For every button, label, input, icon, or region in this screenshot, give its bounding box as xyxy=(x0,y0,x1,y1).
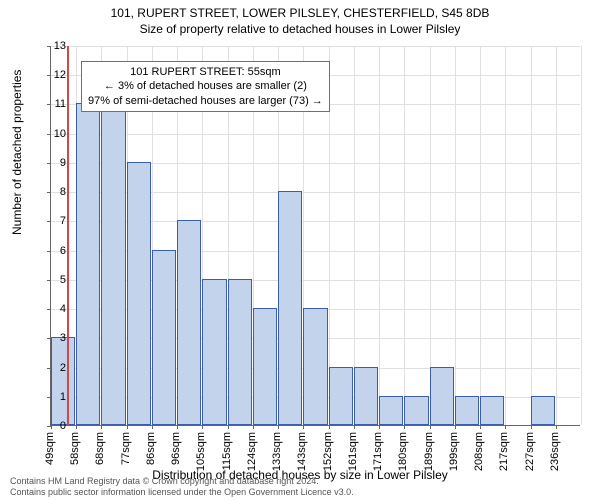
gridline-h xyxy=(51,134,580,135)
ytick-label: 12 xyxy=(42,69,66,81)
histogram-bar xyxy=(127,162,151,425)
xtick-mark xyxy=(430,425,431,429)
ytick-label: 11 xyxy=(42,98,66,110)
xtick-mark xyxy=(505,425,506,429)
histogram-bar xyxy=(101,103,125,425)
histogram-bar xyxy=(253,308,277,425)
page-title-address: 101, RUPERT STREET, LOWER PILSLEY, CHEST… xyxy=(0,6,600,20)
ytick-label: 1 xyxy=(42,391,66,403)
chart-container: 101 RUPERT STREET: 55sqm← 3% of detached… xyxy=(50,46,580,426)
histogram-bar xyxy=(303,308,327,425)
xtick-mark xyxy=(480,425,481,429)
xtick-mark xyxy=(152,425,153,429)
histogram-bar xyxy=(531,396,555,425)
footer-line2: Contains public sector information licen… xyxy=(10,487,354,498)
copyright-footer: Contains HM Land Registry data © Crown c… xyxy=(10,476,354,498)
xtick-label: 217sqm xyxy=(498,432,510,471)
xtick-label: 161sqm xyxy=(347,432,359,471)
histogram-bar xyxy=(152,250,176,425)
xtick-label: 180sqm xyxy=(397,432,409,471)
xtick-label: 199sqm xyxy=(448,432,460,471)
xtick-label: 49sqm xyxy=(44,432,56,465)
gridline-v xyxy=(581,46,582,425)
footer-line1: Contains HM Land Registry data © Crown c… xyxy=(10,476,354,487)
xtick-label: 124sqm xyxy=(246,432,258,471)
histogram-bar xyxy=(202,279,226,425)
xtick-label: 68sqm xyxy=(94,432,106,465)
gridline-v xyxy=(455,46,456,425)
gridline-v xyxy=(556,46,557,425)
ytick-label: 2 xyxy=(42,362,66,374)
xtick-mark xyxy=(177,425,178,429)
xtick-mark xyxy=(404,425,405,429)
xtick-mark xyxy=(556,425,557,429)
ytick-label: 4 xyxy=(42,303,66,315)
gridline-v xyxy=(379,46,380,425)
xtick-label: 189sqm xyxy=(423,432,435,471)
xtick-mark xyxy=(303,425,304,429)
histogram-bar xyxy=(76,103,100,425)
gridline-h xyxy=(51,46,580,47)
annotation-box: 101 RUPERT STREET: 55sqm← 3% of detached… xyxy=(81,61,330,112)
xtick-label: 236sqm xyxy=(549,432,561,471)
gridline-v xyxy=(505,46,506,425)
ytick-label: 0 xyxy=(42,420,66,432)
histogram-bar xyxy=(354,367,378,425)
xtick-label: 208sqm xyxy=(473,432,485,471)
page-title-subtitle: Size of property relative to detached ho… xyxy=(0,22,600,36)
annotation-line1: 101 RUPERT STREET: 55sqm xyxy=(88,65,323,79)
xtick-mark xyxy=(329,425,330,429)
xtick-label: 77sqm xyxy=(120,432,132,465)
property-marker-line xyxy=(67,46,69,425)
histogram-bar xyxy=(51,337,75,425)
histogram-bar xyxy=(480,396,504,425)
xtick-label: 152sqm xyxy=(322,432,334,471)
ytick-label: 10 xyxy=(42,128,66,140)
annotation-line2: ← 3% of detached houses are smaller (2) xyxy=(88,79,323,93)
y-axis-label: Number of detached properties xyxy=(10,70,24,235)
ytick-label: 6 xyxy=(42,245,66,257)
ytick-label: 7 xyxy=(42,215,66,227)
xtick-label: 227sqm xyxy=(524,432,536,471)
ytick-label: 8 xyxy=(42,186,66,198)
xtick-mark xyxy=(455,425,456,429)
gridline-v xyxy=(531,46,532,425)
histogram-bar xyxy=(379,396,403,425)
xtick-label: 171sqm xyxy=(372,432,384,471)
histogram-bar xyxy=(329,367,353,425)
ytick-label: 9 xyxy=(42,157,66,169)
ytick-label: 5 xyxy=(42,274,66,286)
xtick-mark xyxy=(531,425,532,429)
xtick-mark xyxy=(101,425,102,429)
ytick-label: 13 xyxy=(42,40,66,52)
xtick-mark xyxy=(379,425,380,429)
xtick-label: 96sqm xyxy=(170,432,182,465)
xtick-mark xyxy=(253,425,254,429)
xtick-mark xyxy=(76,425,77,429)
xtick-mark xyxy=(228,425,229,429)
xtick-mark xyxy=(278,425,279,429)
histogram-bar xyxy=(404,396,428,425)
histogram-bar xyxy=(228,279,252,425)
histogram-bar xyxy=(455,396,479,425)
gridline-v xyxy=(480,46,481,425)
xtick-label: 143sqm xyxy=(296,432,308,471)
xtick-mark xyxy=(127,425,128,429)
annotation-line3: 97% of semi-detached houses are larger (… xyxy=(88,94,323,108)
xtick-label: 115sqm xyxy=(221,432,233,470)
xtick-label: 105sqm xyxy=(195,432,207,471)
histogram-bar xyxy=(278,191,302,425)
xtick-label: 133sqm xyxy=(271,432,283,471)
gridline-v xyxy=(404,46,405,425)
histogram-bar xyxy=(177,220,201,425)
ytick-label: 3 xyxy=(42,332,66,344)
histogram-bar xyxy=(430,367,454,425)
plot-area: 101 RUPERT STREET: 55sqm← 3% of detached… xyxy=(50,46,580,426)
xtick-label: 86sqm xyxy=(145,432,157,465)
xtick-mark xyxy=(202,425,203,429)
xtick-mark xyxy=(354,425,355,429)
xtick-label: 58sqm xyxy=(69,432,81,465)
